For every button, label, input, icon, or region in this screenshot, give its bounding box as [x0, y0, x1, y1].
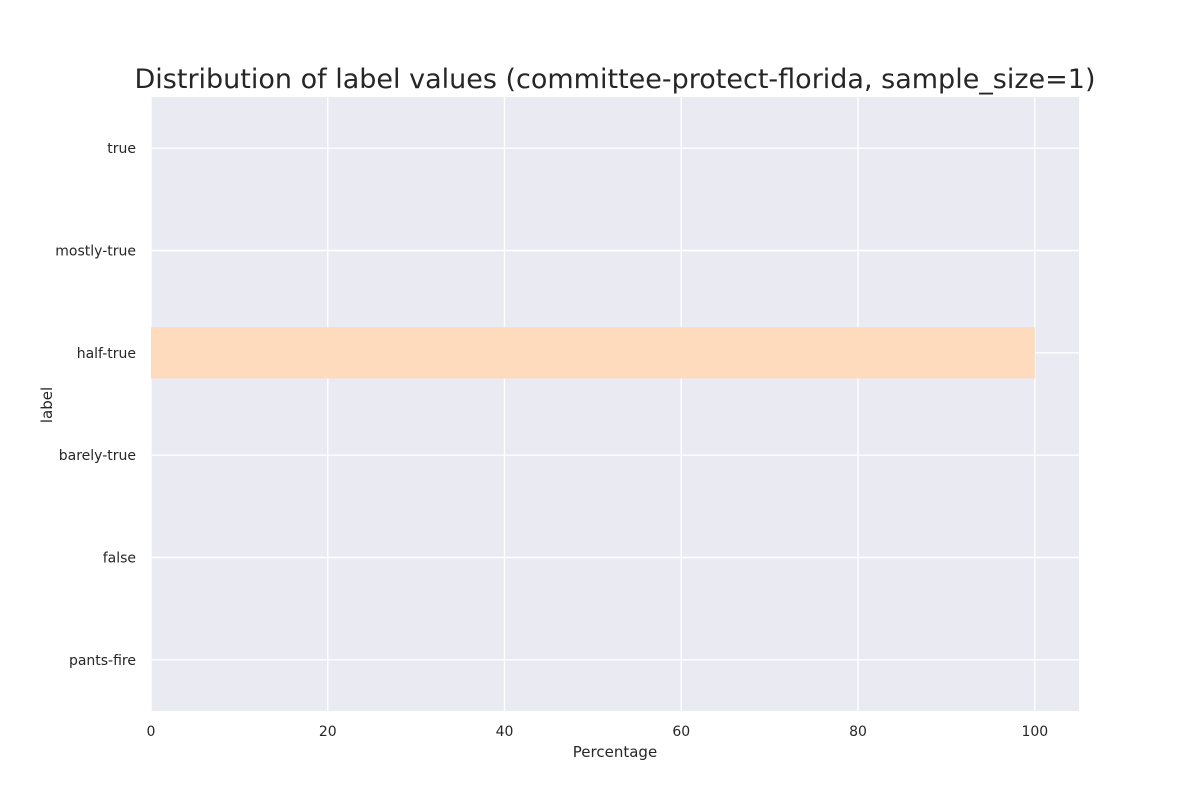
- y-tick-labels: true mostly-true half-true barely-true false…: [55, 141, 136, 669]
- y-tick-label-barely-true: barely-true: [59, 448, 136, 464]
- y-tick-label-half-true: half-true: [77, 346, 136, 362]
- y-tick-label-mostly-true: mostly-true: [55, 244, 136, 260]
- x-tick-label-60: 60: [672, 724, 690, 740]
- x-tick-labels: 0 20 40 60 80 100: [147, 724, 1049, 740]
- x-tick-label-80: 80: [849, 724, 867, 740]
- x-axis-label: Percentage: [573, 743, 657, 761]
- x-tick-label-20: 20: [319, 724, 337, 740]
- y-tick-label-true: true: [107, 141, 136, 157]
- y-tick-label-false: false: [103, 551, 136, 567]
- y-axis-label: label: [38, 387, 56, 423]
- x-tick-label-40: 40: [496, 724, 514, 740]
- chart-title: Distribution of label values (committee-…: [135, 64, 1096, 95]
- x-tick-label-0: 0: [147, 724, 156, 740]
- y-tick-label-pants-fire: pants-fire: [69, 653, 136, 669]
- x-tick-label-100: 100: [1021, 724, 1048, 740]
- bars: [151, 327, 1035, 379]
- bar-half-true: [151, 327, 1035, 379]
- plot-area: [151, 97, 1079, 711]
